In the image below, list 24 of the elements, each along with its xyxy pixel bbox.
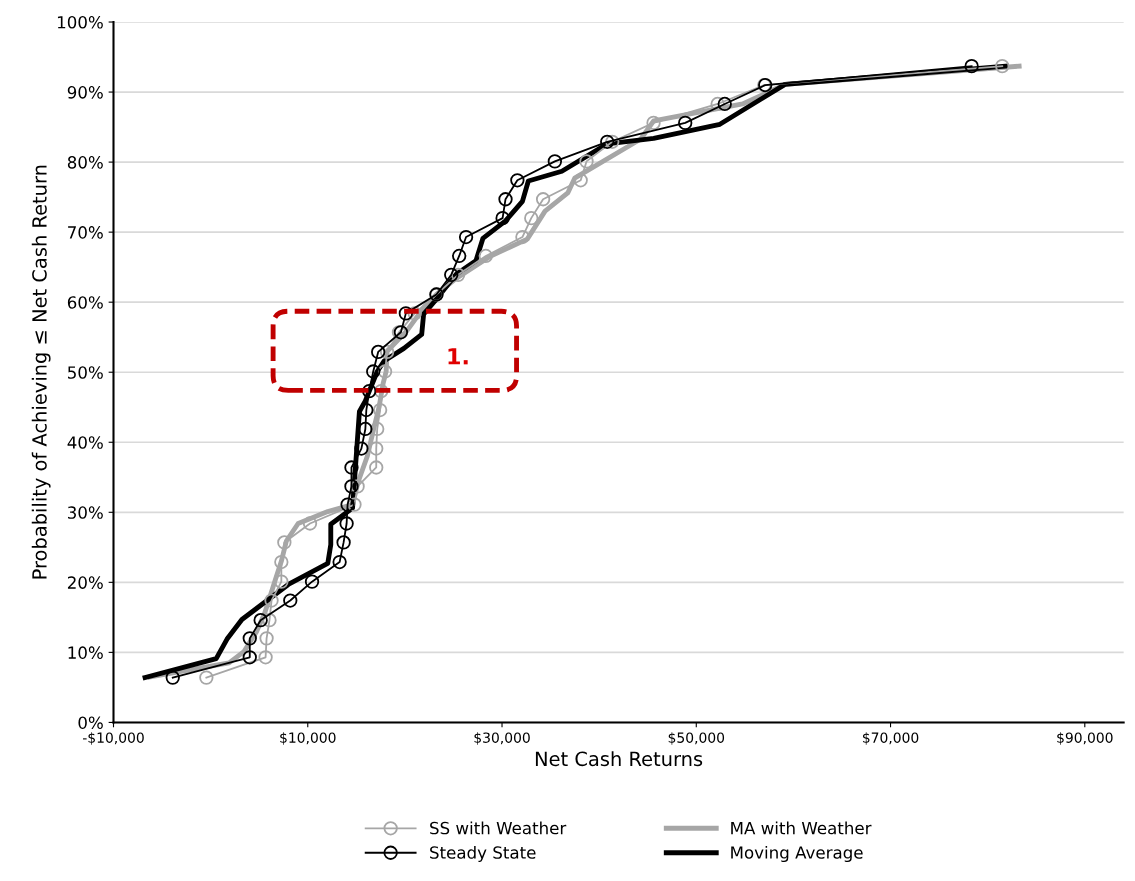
y-tick-label: 10% [68,646,103,659]
y-tick-label: 20% [67,576,103,589]
legend-label: Steady State [430,845,536,863]
legend-label: SS with Weather [430,821,567,835]
annotation: 1. [448,348,468,365]
legend-label: Moving Average [731,845,863,863]
x-tick-label: $50,000 [668,732,725,745]
y-tick-label: 40% [67,436,103,449]
x-tick-label: $70,000 [862,732,919,745]
y-axis-title: Probability of Achieving ≤ Net Cash Return [31,165,51,579]
y-tick-label: 60% [67,296,103,309]
y-tick-label: 80% [67,156,103,169]
legend-label: MA with Weather [731,821,872,835]
x-tick-label: $90,000 [1057,732,1113,745]
y-tick-label: 30% [68,506,103,519]
y-tick-label: 50% [68,366,103,379]
x-tick-label: -$10,000 [82,732,144,745]
y-tick-label: 70% [68,226,103,239]
y-tick-label: 0% [78,716,103,729]
y-tick-label: 100% [57,15,103,29]
x-axis-title: Net Cash Returns [535,751,703,767]
x-tick-label: $30,000 [474,732,530,745]
y-tick-label: 90% [67,86,103,99]
x-tick-label: $10,000 [280,732,336,745]
